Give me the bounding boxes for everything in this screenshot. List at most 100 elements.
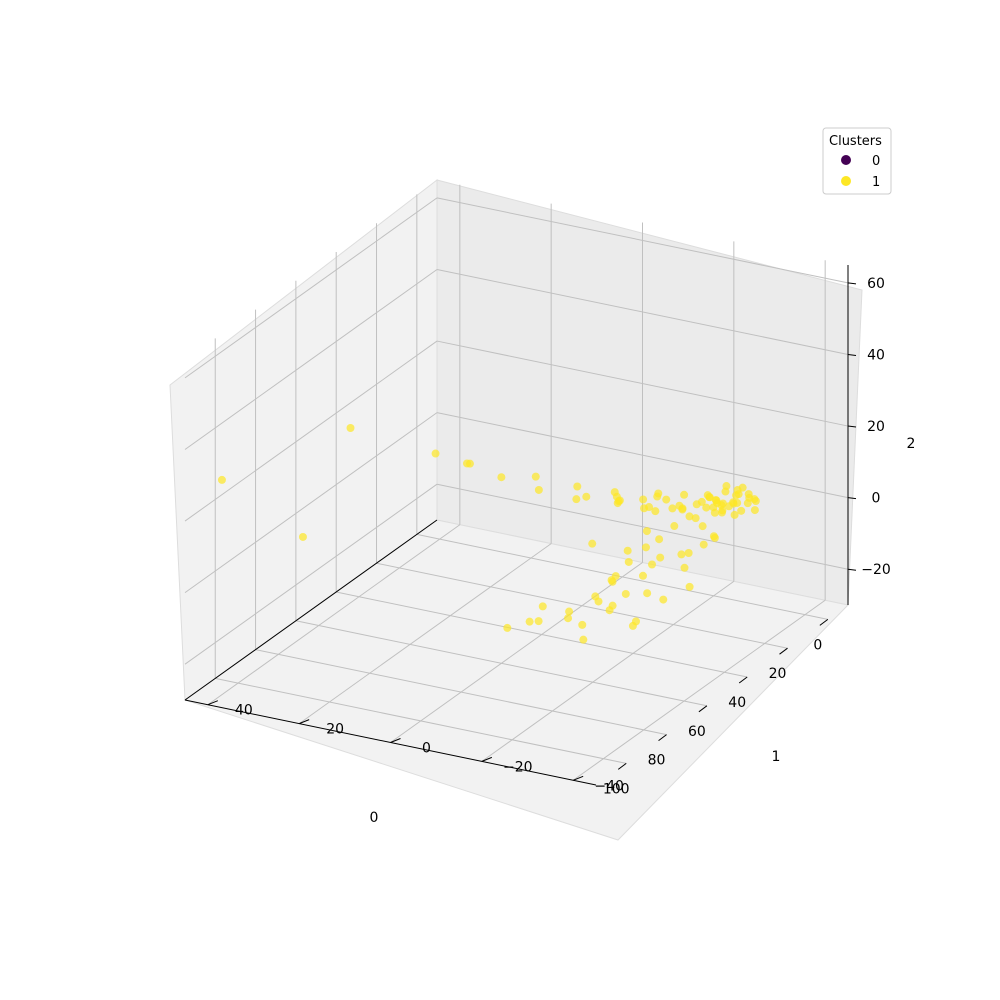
y-tick-label: −40 <box>594 778 624 794</box>
legend-box <box>822 127 892 195</box>
data-point <box>684 549 693 558</box>
z-gridline-left <box>184 483 438 665</box>
data-point <box>654 489 663 498</box>
z-gridline-left <box>184 269 438 450</box>
z-tick-mark <box>847 568 857 571</box>
data-point <box>623 546 632 555</box>
data-point <box>655 535 664 544</box>
y-tick-mark <box>298 719 310 725</box>
data-point <box>462 459 471 468</box>
legend-marker-1 <box>841 176 851 186</box>
data-point <box>641 543 650 552</box>
data-point <box>699 540 708 549</box>
data-point <box>564 614 573 623</box>
data-point <box>645 503 654 512</box>
y-gridline-floor <box>481 580 735 762</box>
z-tick-mark <box>847 282 857 285</box>
data-point <box>578 620 587 629</box>
data-point <box>737 506 746 515</box>
x-tick-mark <box>779 647 788 655</box>
y-tick-label: −20 <box>503 759 533 775</box>
z-gridline-right <box>436 483 849 570</box>
data-point <box>668 504 677 513</box>
data-point <box>730 510 739 519</box>
legend-label-1: 1 <box>872 175 880 190</box>
y-tick-mark <box>481 756 493 762</box>
z-gridline-right <box>436 340 849 427</box>
z-gridline-right <box>436 268 849 355</box>
data-point <box>670 522 679 531</box>
data-point <box>709 532 718 541</box>
x-tick-mark <box>698 705 708 713</box>
data-point <box>697 497 706 506</box>
data-point <box>643 589 652 598</box>
data-point <box>721 487 730 496</box>
data-point <box>691 514 700 523</box>
data-point <box>642 527 651 536</box>
data-point <box>624 557 633 566</box>
data-point <box>431 449 440 458</box>
data-point <box>638 571 647 580</box>
data-point <box>648 560 657 569</box>
y-tick-mark <box>390 738 401 743</box>
z-gridline-left <box>184 340 438 522</box>
y-axis-label: 1 <box>772 749 781 765</box>
data-point <box>750 495 759 504</box>
data-point <box>651 507 660 516</box>
data-point <box>729 498 738 507</box>
data-point <box>662 495 671 504</box>
data-point <box>680 490 689 499</box>
z-tick-label: −20 <box>861 562 891 578</box>
z-tick-label: 20 <box>867 419 885 435</box>
data-point <box>572 495 581 504</box>
data-point <box>582 492 591 501</box>
x-tick-label: 80 <box>648 753 666 769</box>
data-point <box>621 589 630 598</box>
x-tick-label: 40 <box>728 695 746 711</box>
data-point <box>588 539 597 548</box>
y-gridline-floor <box>207 524 461 706</box>
z-gridline-right <box>436 197 849 284</box>
data-point <box>217 475 226 484</box>
data-points <box>217 423 760 644</box>
data-point <box>573 482 582 491</box>
data-point <box>628 621 637 630</box>
data-point <box>656 553 665 562</box>
z-tick-mark <box>847 425 857 428</box>
data-point <box>698 522 707 531</box>
data-point <box>594 597 603 606</box>
x-axis-line <box>184 519 438 701</box>
legend-label-0: 0 <box>872 154 880 169</box>
z-axis-label: 2 <box>907 436 916 452</box>
data-point <box>565 607 574 616</box>
data-point <box>717 508 726 517</box>
x-tick-mark <box>819 619 829 626</box>
data-point <box>605 606 614 615</box>
z-gridline-left <box>184 197 438 379</box>
data-point <box>702 503 711 512</box>
axes: 0 20 40 60 80 100−40 −20 0 20 40 −20 0 20 40 60 0 1 2 <box>184 265 916 826</box>
data-point <box>703 491 712 500</box>
z-tick-label: 60 <box>867 276 885 292</box>
data-point <box>713 499 722 508</box>
y-gridline-floor <box>390 562 643 743</box>
data-point <box>579 635 588 644</box>
data-point <box>612 492 621 501</box>
data-point <box>525 617 534 626</box>
x-axis-label: 0 <box>370 810 379 826</box>
data-point <box>611 572 620 581</box>
y-gridline-floor <box>298 543 552 725</box>
data-point <box>743 499 752 508</box>
x-tick-label: 100 <box>603 781 630 797</box>
legend-title: Clusters <box>829 134 882 149</box>
data-point <box>680 563 689 572</box>
z-gridline-right <box>436 412 849 499</box>
legend: Clusters 0 1 <box>822 127 892 195</box>
data-point <box>659 595 668 604</box>
data-point <box>685 582 694 591</box>
y-gridline-floor <box>572 599 826 781</box>
z-tick-mark <box>847 497 857 500</box>
data-point <box>677 550 686 559</box>
y-tick-mark <box>572 775 584 781</box>
